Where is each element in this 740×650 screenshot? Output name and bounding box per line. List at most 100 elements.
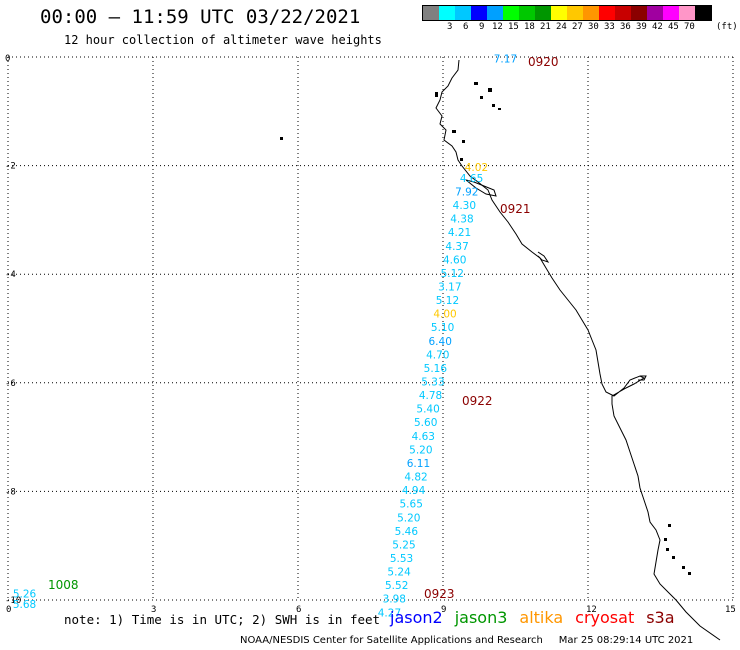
legend-swatch	[519, 6, 535, 20]
island	[452, 130, 456, 133]
island	[672, 556, 675, 559]
island	[688, 572, 691, 575]
islands	[280, 82, 691, 575]
legend-tick-label: 6	[463, 22, 469, 32]
island	[435, 92, 438, 97]
legend-swatch	[455, 6, 471, 20]
satellite-legend: jason2 jason3 altika cryosat s3a	[390, 608, 675, 627]
wave-height-value: 5.68	[13, 599, 36, 611]
y-tick-label: -6	[5, 379, 16, 389]
x-tick-label: 6	[296, 605, 301, 615]
timestamp-label: 0921	[500, 202, 531, 216]
wave-height-value: 4.60	[443, 254, 466, 266]
wave-height-value: 5.24	[387, 567, 411, 579]
y-tick-label: -4	[5, 270, 16, 280]
wave-height-value: 5.20	[409, 444, 432, 456]
pass-time-labels: 0920 0921 0922 0923 1008	[48, 55, 559, 601]
legend-swatch	[503, 6, 519, 20]
wave-height-value: 7.17	[494, 53, 517, 65]
credit-spacer	[546, 635, 556, 646]
x-tick-label: 15	[725, 605, 736, 615]
legend-tick-label: 30	[588, 22, 599, 32]
y-tick-label: -2	[5, 162, 16, 172]
wave-height-value: 4.94	[402, 485, 426, 497]
wave-height-value: 4.65	[460, 173, 483, 185]
island	[682, 566, 685, 569]
y-tick-label: 0	[5, 54, 10, 64]
wave-height-value: 6.11	[407, 458, 430, 470]
island	[474, 82, 478, 85]
legend-tick-label: 39	[636, 22, 647, 32]
coastline-cape	[638, 375, 647, 381]
wave-height-value: 4.27	[378, 607, 401, 619]
y-tick-label: -10	[5, 596, 21, 606]
legend-swatch	[439, 6, 455, 20]
legend-tick-label: 15	[508, 22, 519, 32]
legend-tick-label: 42	[652, 22, 663, 32]
wave-height-value: 5.53	[390, 553, 413, 565]
wave-height-value: 4.00	[433, 309, 456, 321]
wave-height-value: 5.46	[395, 526, 419, 538]
wave-height-value: 4.02	[465, 162, 488, 174]
legend-swatch	[663, 6, 679, 20]
coastline-path	[435, 59, 721, 641]
credit-text: NOAA/NESDIS Center for Satellite Applica…	[240, 635, 543, 646]
legend-swatch	[567, 6, 583, 20]
legend-swatch	[695, 6, 711, 20]
legend-swatch	[647, 6, 663, 20]
legend-tick-label: 21	[540, 22, 551, 32]
timestamp-label: 0923	[424, 587, 455, 601]
legend-swatch	[535, 6, 551, 20]
island	[280, 137, 283, 140]
island	[498, 108, 501, 110]
coastline-inlet	[537, 251, 550, 263]
x-tick-label: 0	[6, 605, 11, 615]
island	[488, 88, 492, 92]
island	[668, 524, 671, 527]
island	[492, 104, 495, 107]
legend-tick-label: 12	[492, 22, 503, 32]
credit-line: NOAA/NESDIS Center for Satellite Applica…	[240, 635, 693, 646]
footnote: note: 1) Time is in UTC; 2) SWH is in fe…	[64, 612, 381, 627]
wave-height-value: 4.37	[445, 241, 468, 253]
wave-height-value: 4.78	[419, 390, 442, 402]
page-subtitle: 12 hour collection of altimeter wave hei…	[64, 33, 382, 47]
wave-height-value: 5.16	[424, 363, 448, 375]
satellite-jason3: jason3	[454, 608, 508, 627]
legend-swatch	[551, 6, 567, 20]
timestamp-label: 0922	[462, 394, 493, 408]
wave-height-value: 4.38	[450, 214, 473, 226]
wave-height-color-legend	[422, 5, 712, 21]
wave-height-value: 5.52	[385, 580, 408, 592]
satellite-altika: altika	[519, 608, 564, 627]
island	[666, 548, 669, 551]
wave-height-value: 5.40	[416, 404, 439, 416]
satellite-jason2: jason2	[390, 608, 443, 627]
legend-tick-label: 70	[684, 22, 695, 32]
wave-height-value: 5.12	[441, 268, 464, 280]
island	[480, 96, 483, 99]
island	[664, 538, 667, 541]
wave-height-value: 4.30	[453, 200, 476, 212]
legend-tick-label: 9	[479, 22, 485, 32]
legend-swatch	[631, 6, 647, 20]
wave-height-value: 6.40	[429, 336, 452, 348]
wave-height-value: 5.60	[414, 417, 437, 429]
page-title: 00:00 – 11:59 UTC 03/22/2021	[40, 6, 361, 28]
island	[462, 140, 465, 143]
coastline-bay	[465, 179, 497, 197]
legend-swatch	[583, 6, 599, 20]
legend-swatch	[679, 6, 695, 20]
timestamp-label: 1008	[48, 578, 79, 592]
coastline	[435, 59, 721, 641]
wave-height-value: 3.17	[438, 281, 461, 293]
legend-tick-label: 3	[447, 22, 453, 32]
legend-swatch	[423, 6, 439, 20]
wave-height-value: 4.21	[448, 227, 471, 239]
wave-height-value: 5.26	[13, 588, 37, 600]
map-grid	[7, 56, 734, 601]
wave-height-value: 5.20	[397, 512, 420, 524]
x-tick-label: 3	[151, 605, 156, 615]
generated-timestamp: Mar 25 08:29:14 UTC 2021	[558, 635, 694, 646]
